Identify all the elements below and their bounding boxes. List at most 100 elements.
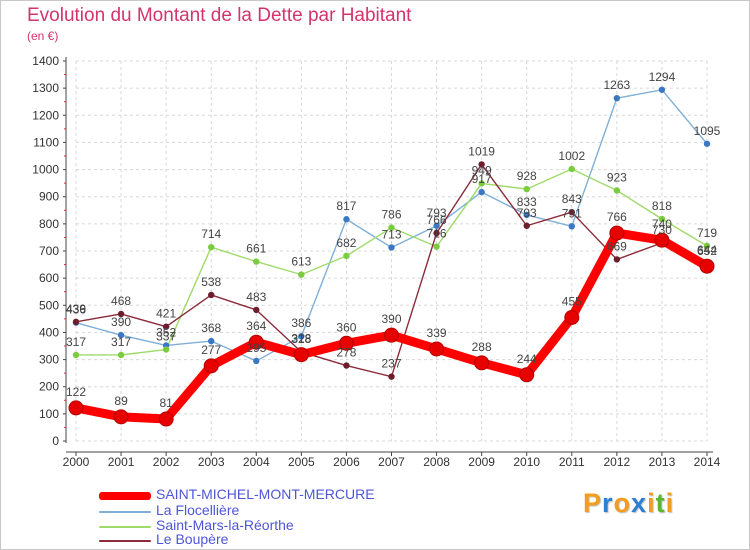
data-point — [343, 252, 350, 260]
data-point — [568, 165, 575, 173]
x-tick-label: 2013 — [649, 455, 676, 469]
data-label: 917 — [472, 172, 492, 186]
data-point — [113, 409, 129, 425]
data-label: 661 — [246, 242, 266, 256]
data-label: 766 — [427, 213, 447, 227]
data-label: 364 — [246, 319, 266, 333]
data-label: 817 — [336, 199, 356, 213]
data-point — [609, 225, 625, 241]
data-label: 390 — [111, 315, 131, 329]
data-point — [523, 185, 530, 193]
data-label: 714 — [201, 227, 221, 241]
proxiti-logo: Proxiti — [583, 488, 675, 518]
data-point — [208, 337, 215, 345]
legend-label: Le Boupère — [156, 531, 229, 547]
data-point — [523, 222, 530, 229]
data-label: 719 — [697, 226, 717, 240]
data-label: 644 — [697, 243, 717, 257]
data-label: 337 — [156, 330, 176, 344]
x-tick-label: 2006 — [333, 455, 360, 469]
data-point — [613, 256, 621, 263]
y-tick-label: 200 — [39, 380, 59, 394]
data-label: 1294 — [649, 70, 676, 84]
y-tick-label: 1400 — [32, 54, 59, 68]
data-label: 390 — [381, 312, 401, 326]
data-point — [298, 271, 305, 278]
data-point — [343, 216, 350, 223]
data-point — [658, 215, 666, 223]
y-tick-label: 700 — [39, 244, 59, 258]
data-point — [68, 400, 84, 416]
data-label: 483 — [246, 290, 266, 304]
x-tick-label: 2005 — [288, 455, 315, 469]
data-point — [388, 373, 395, 380]
x-tick-label: 2003 — [198, 455, 225, 469]
legend-swatch-saint-michel — [99, 492, 151, 500]
data-label: 928 — [517, 169, 537, 183]
data-point — [117, 310, 125, 318]
x-tick-label: 2009 — [468, 455, 495, 469]
data-point — [208, 291, 215, 299]
data-point — [72, 318, 80, 326]
data-point — [478, 188, 485, 196]
data-label: 1263 — [604, 78, 631, 92]
data-point — [474, 355, 490, 371]
x-tick-label: 2008 — [423, 455, 450, 469]
data-label: 122 — [66, 385, 86, 399]
data-label: 833 — [517, 195, 537, 209]
data-point — [703, 242, 711, 250]
data-label: 949 — [472, 163, 492, 177]
data-label: 295 — [246, 341, 266, 355]
data-label: 682 — [336, 236, 356, 250]
x-tick-label: 2010 — [513, 455, 540, 469]
data-label: 793 — [517, 206, 537, 220]
data-label: 843 — [562, 192, 582, 206]
data-label: 421 — [156, 307, 176, 321]
data-label: 237 — [381, 357, 401, 371]
chart-title: Evolution du Montant de la Dette par Hab… — [27, 5, 412, 26]
data-label: 277 — [201, 343, 221, 357]
data-label: 786 — [381, 208, 401, 222]
data-label: 436 — [66, 303, 86, 317]
data-label: 288 — [472, 340, 492, 354]
x-tick-label: 2001 — [108, 455, 135, 469]
data-point — [703, 140, 711, 147]
y-tick-label: 1100 — [33, 135, 59, 149]
data-point — [433, 229, 440, 237]
data-label: 652 — [697, 244, 717, 258]
data-point — [433, 222, 440, 229]
data-label: 713 — [381, 227, 401, 241]
data-label: 766 — [607, 210, 627, 224]
legend-label: La Flocellière — [156, 502, 240, 518]
data-label: 328 — [291, 332, 311, 346]
data-point — [253, 357, 260, 365]
data-label: 716 — [427, 227, 447, 241]
x-tick-label: 2012 — [604, 455, 631, 469]
data-point — [162, 346, 170, 353]
data-point — [293, 347, 309, 363]
data-point — [433, 243, 440, 250]
data-point — [203, 358, 219, 374]
y-tick-label: 500 — [39, 298, 59, 312]
data-label: 455 — [562, 295, 582, 309]
data-point — [564, 310, 580, 325]
data-point — [338, 335, 354, 351]
y-tick-label: 800 — [39, 217, 59, 231]
x-tick-label: 2004 — [243, 455, 270, 469]
data-point — [699, 258, 715, 274]
data-point — [478, 180, 485, 187]
data-point — [162, 323, 170, 330]
legend-label: Saint-Mars-la-Réorthe — [156, 517, 294, 533]
data-label: 339 — [427, 326, 447, 340]
data-label: 89 — [114, 394, 128, 408]
data-point — [478, 161, 485, 168]
data-label: 244 — [517, 352, 537, 366]
data-point — [388, 224, 395, 231]
data-label: 793 — [427, 206, 447, 220]
legend-label: SAINT-MICHEL-MONT-MERCURE — [156, 486, 375, 502]
x-tick-label: 2000 — [63, 455, 90, 469]
legend-swatch-saint-mars — [99, 526, 151, 528]
data-label: 730 — [652, 223, 672, 237]
